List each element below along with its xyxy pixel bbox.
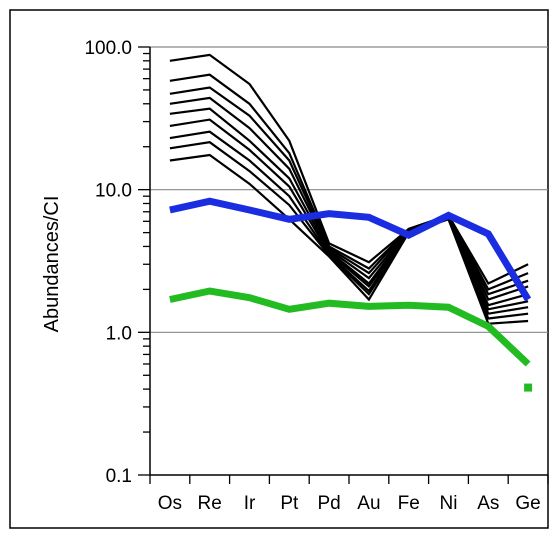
x-tick-label-fe: Fe [398, 493, 420, 514]
y-tick-label-2: 10.0 [95, 181, 132, 202]
x-tick-label-pt: Pt [280, 493, 299, 514]
chart-frame [9, 9, 549, 529]
series-line-3 [169, 96, 529, 301]
x-tick-label-au: Au [357, 493, 380, 514]
y-tick-label-3: 100.0 [84, 38, 132, 59]
x-tick-label-pd: Pd [317, 493, 340, 514]
x-tick-label-os: Os [158, 493, 182, 514]
series-line-10 [169, 287, 531, 367]
series-11-point-9 [524, 383, 533, 392]
axes [138, 46, 549, 484]
series-line-9 [169, 197, 532, 302]
x-tick-label-ir: Ir [244, 493, 256, 514]
y-tick-label-0: 0.1 [106, 466, 132, 487]
y-tick-label-1: 1.0 [106, 323, 132, 344]
x-tick-label-re: Re [198, 493, 222, 514]
series-line-2 [169, 86, 529, 296]
series-line-8 [169, 153, 529, 325]
series-line-7 [169, 141, 529, 320]
x-tick-label-ni: Ni [440, 493, 458, 514]
series-lines [169, 53, 533, 392]
series-line-0 [169, 53, 529, 285]
gridlines [150, 46, 548, 333]
x-tick-label-ge: Ge [515, 493, 540, 514]
y-axis-label: Abundances/CI [41, 196, 63, 333]
tick-labels: 0.1 1.0 10.0 100.0 Os Re Ir Pt Pd Au Fe Ni As Ge [84, 38, 540, 514]
x-tick-label-as: As [477, 493, 499, 514]
